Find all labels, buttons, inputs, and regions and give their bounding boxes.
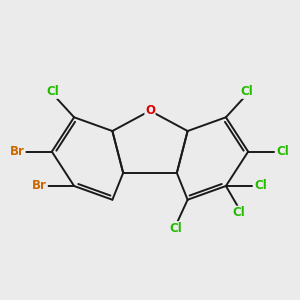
Text: Cl: Cl [46, 85, 59, 98]
Text: Cl: Cl [232, 206, 245, 219]
Text: O: O [145, 104, 155, 117]
Text: Br: Br [10, 145, 25, 158]
Text: Cl: Cl [254, 179, 267, 193]
Text: Br: Br [32, 179, 47, 193]
Text: Cl: Cl [170, 222, 182, 235]
Text: Cl: Cl [241, 85, 253, 98]
Text: Cl: Cl [276, 145, 289, 158]
